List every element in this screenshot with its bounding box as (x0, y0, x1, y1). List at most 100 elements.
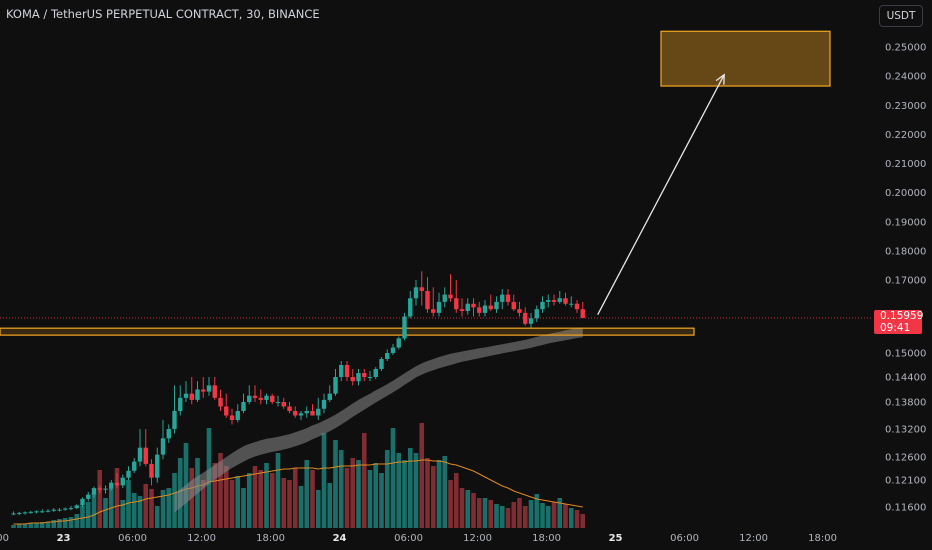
volume-bar (557, 498, 563, 528)
price-axis[interactable]: 0.25000 0.24000 0.23000 0.22000 0.21000 0.200… (885, 43, 926, 514)
volume-bar (315, 490, 321, 528)
candle-body (379, 359, 384, 369)
candle-body (275, 402, 281, 403)
candle-body (120, 477, 125, 486)
volume-bar (310, 470, 315, 528)
candle-body (264, 395, 269, 400)
candle-body (97, 488, 102, 490)
candle-body (183, 393, 189, 398)
trend-arrow[interactable] (597, 73, 725, 315)
candle-body (494, 301, 499, 310)
volume-bar (269, 473, 275, 528)
price-tick-label: 0.13800 (885, 398, 926, 409)
volume-bar (85, 502, 91, 528)
candle-body (287, 406, 292, 411)
volume-bar (396, 453, 402, 528)
candle-body (28, 511, 33, 513)
candle-body (557, 298, 562, 302)
target-zone (660, 30, 831, 87)
time-tick-label: 12:00 (463, 533, 492, 544)
volume-bar (304, 460, 310, 528)
volume-bar (223, 466, 229, 528)
volume-bar (517, 498, 522, 528)
time-tick-label: 18:00 (256, 533, 285, 544)
candle-body (390, 347, 396, 353)
time-tick-label: 06:00 (394, 533, 423, 544)
candle-body (160, 438, 166, 455)
volume-bar (580, 514, 586, 528)
volume-bar (246, 473, 252, 528)
candle-body (143, 447, 148, 464)
candle-body (86, 494, 91, 499)
volume-bar (574, 510, 580, 528)
candle-body (201, 389, 206, 392)
time-axis[interactable]: 18:00 23 06:00 12:00 18:00 24 06:00 12:00 18:00 2… (0, 533, 837, 544)
volume-bar (419, 423, 425, 528)
currency-button[interactable]: USDT (879, 5, 923, 27)
volume-bar (430, 466, 436, 528)
volume-bar (126, 480, 131, 528)
candle-body (534, 309, 539, 319)
volume-bar (258, 470, 264, 528)
volume-bar (361, 433, 367, 528)
volume-bar (57, 519, 62, 528)
candle-body (247, 395, 252, 402)
volume-bar (143, 484, 149, 528)
candle-body (528, 318, 534, 324)
candle-body (224, 406, 229, 416)
drawing-zones[interactable] (0, 30, 872, 336)
symbol-title[interactable]: KOMA / TetherUS PERPETUAL CONTRACT, 30, … (6, 7, 320, 21)
volume-bar (499, 506, 505, 528)
volume-bar (373, 463, 379, 528)
candle-body (241, 402, 246, 411)
volume-bar (51, 520, 57, 528)
volume-bar (11, 525, 16, 528)
price-tick-label: 0.17000 (885, 276, 926, 287)
candle-body (350, 377, 355, 382)
candle-body (114, 482, 120, 486)
volume-bar (522, 506, 528, 528)
volume-bar (367, 470, 373, 528)
candle-body (91, 488, 97, 495)
time-tick-label: 18:00 (532, 533, 561, 544)
time-tick-label: 06:00 (118, 533, 147, 544)
candle-body (523, 312, 528, 324)
candle-body (63, 508, 68, 510)
candle-body (327, 393, 332, 400)
candles (11, 271, 585, 516)
candle-body (293, 411, 298, 416)
candle-body (482, 305, 488, 313)
candle-body (155, 454, 160, 478)
candle-body (126, 470, 131, 478)
time-tick-label: 23 (57, 533, 71, 544)
candle-body (172, 411, 177, 429)
volume-bar (344, 468, 350, 528)
volume-bar (350, 458, 356, 528)
volume-bar (39, 522, 45, 528)
last-price-value: 0.15959 (880, 310, 924, 322)
volume-bar (436, 460, 442, 528)
candle-body (551, 300, 557, 302)
candle-body (425, 290, 430, 310)
candle-body (206, 385, 212, 392)
volume-bar (149, 489, 154, 528)
candle-body (149, 463, 154, 478)
candle-body (195, 389, 200, 400)
candle-body (17, 512, 22, 514)
volume-bar (275, 453, 281, 528)
volume-bar (545, 506, 551, 528)
time-tick-label: 18:00 (0, 533, 9, 544)
candle-body (569, 303, 574, 305)
candle-body (344, 365, 350, 377)
candle-body (40, 511, 45, 513)
candle-body (281, 402, 286, 407)
volume-bar (551, 502, 557, 528)
candle-body (235, 411, 240, 420)
arrow-head (715, 73, 725, 85)
volume-bar (390, 428, 396, 528)
candle-body (258, 397, 263, 400)
volume-bar (154, 506, 160, 528)
volume-bar (16, 524, 22, 528)
candle-body (310, 411, 315, 416)
